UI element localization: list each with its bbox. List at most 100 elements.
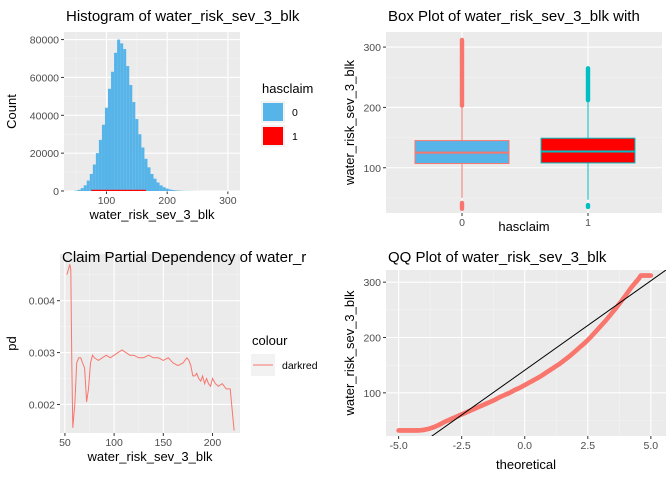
pdp-title: Claim Partial Dependency of water_r	[62, 249, 306, 266]
hist-y-tick-label: 80000	[30, 35, 59, 47]
hist-legend-title: hasclaim	[262, 81, 313, 96]
pdp-legend-title: colour	[252, 333, 288, 348]
hist-bar-hasclaim-0	[95, 153, 99, 191]
hist-bar-hasclaim-0	[147, 167, 151, 191]
hist-bar-hasclaim-0	[162, 187, 166, 191]
pdp-line	[66, 264, 235, 431]
hist-bar-hasclaim-0	[144, 158, 148, 191]
hist-bar-hasclaim-0	[89, 173, 93, 191]
pdp-y-tick-label: 0.002	[29, 399, 55, 411]
hist-bar-hasclaim-1	[133, 189, 140, 191]
hist-x-tick-label: 100	[98, 195, 116, 207]
hist-y-tick-label: 40000	[30, 110, 59, 122]
hist-bar-hasclaim-0	[101, 124, 105, 191]
pdp-legend-label-darkred: darkred	[282, 360, 318, 372]
qq-title: QQ Plot of water_risk_sev_3_blk	[388, 249, 607, 266]
hist-bar-hasclaim-0	[141, 147, 145, 191]
hist-panel: 100 200 300 0 20000 40000 60000 80000 Histogram …	[4, 8, 313, 222]
hist-legend-key-1	[263, 127, 283, 145]
hist-bar-hasclaim-0	[135, 119, 139, 191]
qq-x-axis-label: theoretical	[496, 457, 556, 472]
hist-legend-label-0: 0	[292, 107, 298, 119]
hist-bar-hasclaim-0	[132, 102, 136, 191]
hist-plot-background	[64, 32, 240, 191]
box-x-tick-label: 1	[585, 217, 591, 229]
hist-bar-hasclaim-0	[83, 185, 87, 191]
box-outlier-point	[585, 202, 591, 208]
pdp-x-tick-label: 50	[59, 437, 71, 449]
hist-bar-hasclaim-0	[117, 39, 121, 192]
qq-y-tick-label: 100	[363, 388, 381, 400]
box-x-axis-label: hasclaim	[498, 219, 549, 234]
pdp-x-tick-label: 200	[204, 437, 222, 449]
hist-bar-hasclaim-1	[97, 189, 104, 191]
hist-bar-hasclaim-0	[159, 185, 163, 191]
pdp-x-tick-label: 150	[155, 437, 173, 449]
hist-bar-hasclaim-0	[120, 43, 124, 191]
hist-bar-hasclaim-0	[156, 182, 160, 191]
qq-x-tick-label: 2.5	[580, 440, 595, 452]
box-x-tick-label: 0	[459, 217, 465, 229]
box-y-axis-label: water_risk_sev_3_blk	[342, 60, 357, 187]
hist-bar-hasclaim-0	[86, 180, 90, 191]
hist-bar-hasclaim-0	[114, 52, 118, 192]
qq-x-tick-label: -2.5	[453, 440, 471, 452]
hist-legend-key-0	[263, 103, 283, 121]
box-plot-background	[386, 32, 662, 213]
box-outlier-point	[585, 66, 591, 71]
hist-bar-hasclaim-1	[103, 189, 110, 191]
hist-y-axis-label: Count	[4, 94, 19, 129]
hist-bar-hasclaim-0	[108, 88, 112, 191]
box-outlier-point	[459, 200, 465, 206]
hist-bar-hasclaim-0	[153, 178, 157, 191]
hist-x-tick-label: 200	[158, 195, 176, 207]
qq-y-tick-label: 300	[363, 277, 381, 289]
pdp-plot-background	[60, 254, 240, 433]
box-y-tick-label: 100	[363, 163, 381, 175]
hist-bar-hasclaim-0	[126, 66, 130, 191]
hist-bar-hasclaim-1	[121, 189, 128, 191]
hist-y-tick-label: 60000	[30, 72, 59, 84]
box-title: Box Plot of water_risk_sev_3_blk with	[388, 8, 640, 25]
pdp-y-tick-label: 0.004	[29, 296, 55, 308]
hist-bar-hasclaim-0	[123, 49, 127, 192]
hist-legend-label-1: 1	[292, 131, 298, 143]
hist-bar-hasclaim-1	[109, 189, 116, 191]
pdp-y-axis-label: pd	[4, 336, 19, 350]
pdp-y-tick-label: 0.003	[29, 348, 55, 360]
hist-x-tick-label: 300	[219, 195, 237, 207]
box-panel: 100 200 300 0 1 Box Plot of water_risk_sev_3_…	[342, 8, 662, 234]
pdp-x-tick-label: 100	[105, 437, 123, 449]
hist-bar-hasclaim-0	[98, 139, 102, 191]
hist-bar-hasclaim-0	[171, 190, 175, 191]
hist-bar-hasclaim-1	[91, 189, 98, 191]
hist-bar-hasclaim-0	[111, 71, 115, 191]
qq-sample-point	[648, 273, 654, 278]
hist-bar-hasclaim-0	[104, 107, 108, 191]
qq-panel: -5.0 -2.5 0.0 2.5 5.0 100 200 300 QQ Plot of wat…	[342, 249, 666, 472]
hist-bar-hasclaim-0	[77, 189, 81, 191]
hist-title: Histogram of water_risk_sev_3_blk	[66, 8, 300, 25]
qq-reference-line	[431, 270, 666, 436]
qq-x-tick-label: 0.0	[517, 440, 532, 452]
hist-bar-hasclaim-0	[168, 189, 172, 191]
hist-bar-hasclaim-0	[138, 134, 142, 191]
box-outlier-point	[459, 37, 465, 43]
hist-bar-hasclaim-1	[115, 189, 122, 191]
qq-x-tick-label: -5.0	[390, 440, 408, 452]
box-y-tick-label: 200	[363, 102, 381, 114]
qq-y-tick-label: 200	[363, 333, 381, 345]
qq-y-axis-label: water_risk_sev_3_blk	[342, 290, 357, 417]
hist-bar-hasclaim-0	[80, 188, 84, 191]
hist-bar-hasclaim-0	[165, 188, 169, 191]
hist-bar-hasclaim-1	[127, 189, 134, 191]
pdp-x-axis-label: water_risk_sev_3_blk	[86, 449, 213, 464]
hist-y-tick-label: 20000	[30, 148, 59, 160]
qq-x-tick-label: 5.0	[644, 440, 659, 452]
hist-bar-hasclaim-1	[139, 189, 146, 191]
hist-bar-hasclaim-0	[174, 190, 178, 191]
hist-y-tick-label: 0	[53, 186, 59, 198]
hist-bar-hasclaim-0	[129, 85, 133, 191]
pdp-panel: 50 100 150 200 0.002 0.003 0.004 Claim Partial …	[4, 249, 318, 464]
